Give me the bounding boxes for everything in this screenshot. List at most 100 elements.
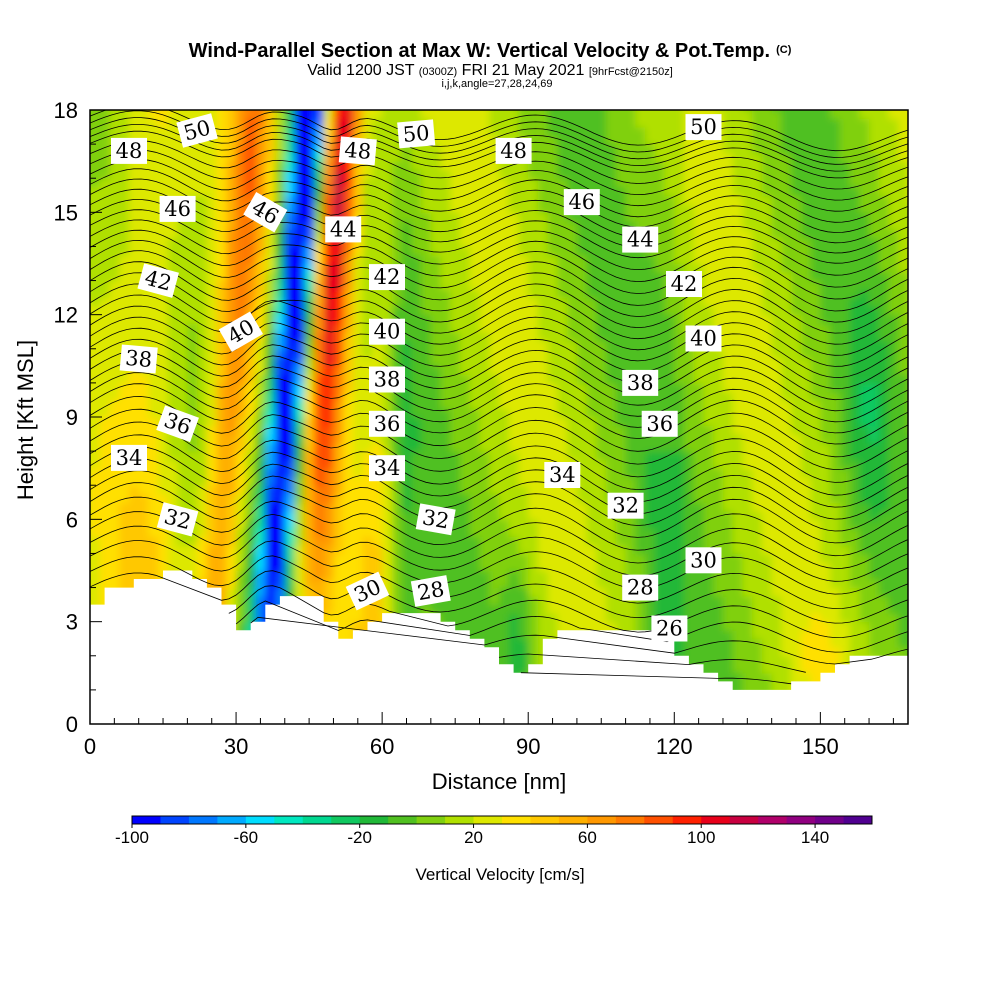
field-cell — [606, 169, 617, 179]
field-cell — [382, 110, 393, 120]
field-cell — [119, 289, 130, 299]
field-cell — [343, 365, 354, 375]
field-cell — [333, 604, 344, 614]
field-cell — [693, 596, 705, 606]
field-cell — [684, 246, 695, 256]
field-cell — [615, 485, 627, 495]
field-cell — [197, 272, 208, 282]
field-cell — [518, 579, 529, 589]
field-cell — [304, 570, 315, 580]
field-cell — [538, 485, 549, 495]
field-cell — [216, 579, 227, 589]
field-cell — [119, 519, 130, 529]
field-cell — [674, 459, 685, 469]
field-cell — [713, 161, 724, 171]
field-cell — [109, 306, 120, 316]
field-cell — [440, 152, 451, 162]
field-cell — [362, 110, 373, 111]
field-cell — [693, 459, 705, 469]
field-cell — [401, 323, 412, 333]
field-cell — [538, 255, 549, 265]
field-cell — [684, 502, 695, 512]
field-cell — [674, 468, 685, 478]
field-cell — [508, 621, 519, 631]
field-cell — [723, 579, 734, 589]
field-cell — [138, 408, 149, 418]
field-cell — [236, 579, 247, 589]
field-cell — [528, 451, 539, 461]
field-cell — [547, 314, 558, 324]
field-cell — [469, 127, 481, 137]
field-cell — [421, 314, 432, 324]
field-cell — [187, 357, 198, 367]
field-cell — [236, 468, 247, 478]
field-cell — [391, 485, 403, 495]
field-cell — [538, 237, 549, 247]
field-cell — [294, 493, 305, 503]
field-cell — [206, 365, 218, 375]
field-cell — [538, 459, 549, 469]
field-cell — [187, 246, 198, 256]
field-cell — [421, 417, 432, 427]
field-cell — [508, 408, 519, 418]
field-cell — [664, 237, 675, 247]
field-cell — [138, 297, 149, 307]
field-cell — [119, 220, 130, 230]
field-cell — [567, 493, 578, 503]
field-cell — [323, 280, 334, 290]
field-cell — [304, 280, 315, 290]
field-cell — [401, 562, 412, 572]
field-cell — [362, 442, 373, 452]
field-cell — [138, 118, 149, 128]
field-cell — [148, 459, 159, 469]
field-cell — [479, 553, 490, 563]
field-cell — [460, 468, 471, 478]
field-cell — [450, 110, 461, 120]
field-cell — [635, 451, 646, 461]
field-cell — [90, 118, 91, 128]
field-cell — [323, 237, 334, 247]
field-cell — [567, 425, 578, 435]
field-cell — [732, 374, 743, 384]
field-cell — [352, 399, 364, 409]
field-cell — [469, 425, 481, 435]
field-cell — [323, 502, 334, 512]
field-cell — [411, 476, 422, 486]
field-cell — [382, 527, 393, 537]
field-cell — [684, 468, 695, 478]
field-cell — [547, 365, 558, 375]
field-cell — [129, 408, 140, 418]
field-cell — [158, 144, 169, 154]
field-cell — [314, 314, 325, 324]
field-cell — [323, 408, 334, 418]
field-cell — [99, 408, 110, 418]
field-cell — [625, 203, 636, 213]
field-cell — [703, 417, 714, 427]
field-cell — [518, 544, 529, 554]
field-cell — [99, 434, 110, 444]
field-cell — [615, 536, 627, 546]
field-cell — [635, 417, 646, 427]
field-cell — [460, 587, 471, 597]
field-cell — [440, 272, 451, 282]
field-cell — [723, 630, 734, 640]
field-cell — [90, 220, 101, 230]
field-cell — [275, 468, 286, 478]
field-cell — [440, 263, 451, 273]
field-cell — [401, 442, 412, 452]
field-cell — [576, 229, 588, 239]
field-cell — [294, 110, 305, 111]
field-cell — [401, 417, 412, 427]
field-cell — [645, 510, 656, 520]
field-cell — [479, 604, 490, 614]
field-cell — [450, 459, 461, 469]
field-cell — [508, 417, 519, 427]
field-cell — [460, 408, 471, 418]
field-cell — [90, 110, 91, 120]
field-cell — [343, 485, 354, 495]
field-cell — [119, 118, 130, 128]
field-cell — [167, 331, 179, 341]
field-cell — [635, 408, 646, 418]
chart-indices: i,j,k,angle=27,28,24,69 — [441, 78, 552, 90]
field-cell — [684, 493, 695, 503]
